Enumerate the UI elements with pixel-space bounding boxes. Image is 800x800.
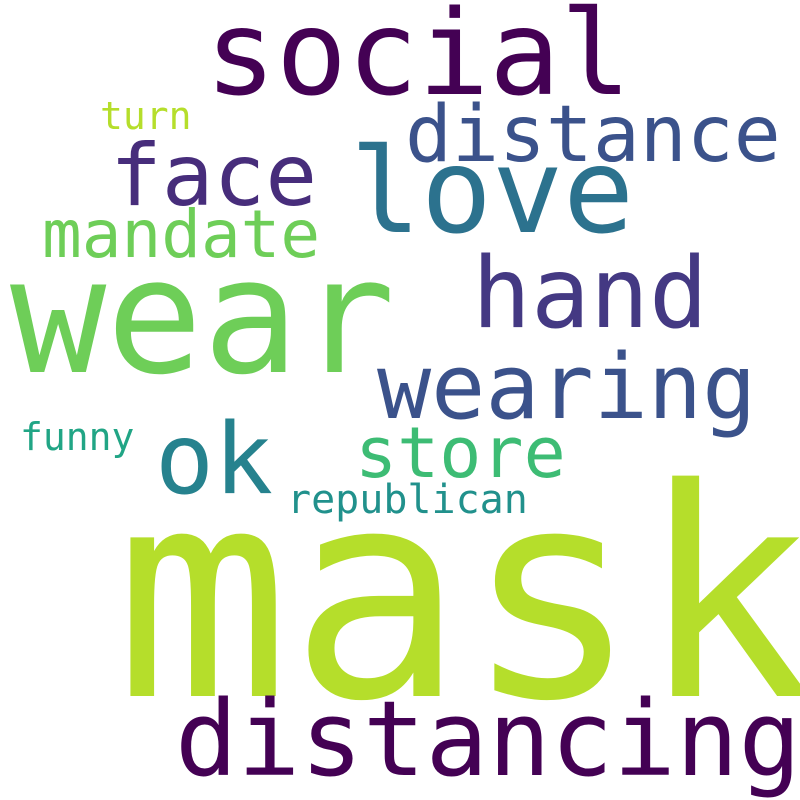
word-love: love	[350, 122, 635, 260]
word-face: face	[110, 126, 318, 226]
word-hand: hand	[472, 237, 709, 351]
word-funny: funny	[20, 415, 135, 459]
word-mandate: mandate	[42, 196, 321, 273]
word-republican: republican	[287, 477, 528, 523]
word-wear: wear	[10, 223, 396, 410]
word-distance: distance	[405, 90, 781, 180]
word-wearing: wearing	[377, 335, 757, 440]
word-mask: mask	[115, 428, 800, 765]
word-social: social	[205, 0, 632, 122]
word-distancing: distancing	[175, 678, 800, 800]
word-ok: ok	[155, 403, 274, 517]
word-turn: turn	[100, 94, 192, 138]
word-store: store	[355, 412, 566, 494]
